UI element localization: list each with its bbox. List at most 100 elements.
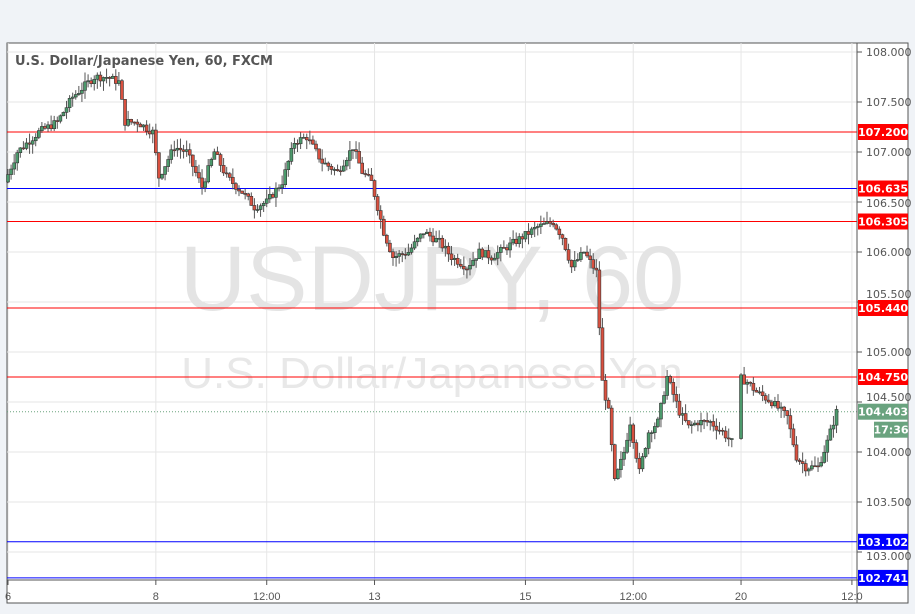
candle-down	[760, 391, 765, 396]
candle-down	[803, 463, 808, 472]
x-tick-label: 12:00	[619, 591, 647, 603]
candle-up	[36, 130, 41, 138]
candle-down	[776, 401, 780, 409]
candle-up	[95, 74, 100, 80]
candle-up	[421, 233, 426, 236]
candle-up	[693, 422, 697, 425]
candle-up	[58, 115, 63, 122]
last-price-label: 104.403	[858, 406, 908, 419]
candle-down	[329, 165, 334, 170]
candle-down	[428, 231, 432, 237]
candle-up	[301, 137, 306, 139]
candle-down	[742, 374, 746, 385]
candle-up	[699, 420, 703, 426]
candle-up	[415, 237, 420, 243]
candle-up	[277, 187, 281, 190]
candle-up	[40, 126, 44, 131]
candle-up	[212, 151, 217, 160]
countdown-label: 17:36	[873, 424, 908, 437]
candle-up	[680, 413, 685, 416]
candle-up	[418, 233, 423, 239]
candle-up	[822, 451, 827, 463]
candle-down	[591, 259, 596, 269]
candle-up	[545, 221, 549, 224]
candle-up	[77, 93, 81, 95]
candle-down	[215, 151, 220, 155]
candle-down	[502, 247, 506, 249]
candle-down	[612, 444, 617, 479]
candle-down	[123, 99, 127, 126]
candle-down	[800, 461, 805, 464]
candle-up	[745, 381, 750, 385]
candle-up	[166, 159, 170, 167]
candle-down	[520, 236, 525, 240]
candle-down	[378, 210, 383, 220]
candle-down	[147, 130, 152, 135]
candle-down	[326, 162, 331, 167]
candle-up	[492, 257, 497, 261]
candle-down	[55, 120, 60, 122]
candle-down	[585, 251, 589, 257]
candle-up	[169, 149, 174, 160]
candle-up	[289, 148, 294, 162]
candle-down	[566, 249, 571, 261]
candle-up	[662, 395, 666, 404]
y-tick-label: 107.000	[866, 146, 912, 159]
candle-down	[311, 139, 315, 145]
candle-down	[560, 234, 565, 239]
candle-down	[194, 166, 198, 173]
candle-down	[369, 174, 374, 181]
y-tick-label: 108.000	[866, 46, 912, 59]
candle-up	[757, 391, 762, 394]
candle-down	[554, 224, 559, 230]
candle-down	[157, 152, 161, 179]
candle-down	[431, 235, 435, 243]
candle-down	[766, 399, 771, 403]
candle-up	[452, 257, 457, 260]
candle-down	[372, 180, 377, 197]
candle-up	[341, 165, 346, 172]
y-tick-label: 104.000	[866, 446, 912, 459]
candle-up	[659, 402, 663, 420]
candle-up	[779, 406, 783, 409]
candle-down	[637, 458, 642, 470]
candle-down	[748, 381, 753, 384]
candle-down	[98, 74, 103, 82]
x-tick-label: 6	[5, 591, 11, 603]
candle-down	[557, 228, 562, 235]
candle-up	[70, 96, 75, 99]
time-axis[interactable]: 6 8 12:00 13 15 12:00 20 12:0	[5, 580, 863, 603]
candle-down	[271, 194, 275, 198]
candle-down	[132, 121, 137, 124]
candle-up	[126, 119, 130, 126]
candle-down	[631, 424, 636, 443]
candle-up	[834, 409, 839, 426]
candle-down	[726, 437, 731, 440]
candle-up	[483, 250, 488, 258]
level-label-box	[858, 124, 908, 140]
candle-down	[107, 77, 112, 79]
candle-down	[234, 183, 238, 190]
level-label: 106.305	[858, 216, 908, 229]
candle-down	[218, 154, 223, 166]
candle-up	[104, 77, 109, 79]
y-tick-label: 103.500	[866, 496, 912, 509]
level-label: 104.750	[858, 371, 908, 384]
candles	[6, 68, 839, 481]
candle-up	[264, 198, 269, 204]
price-axis[interactable]: 108.000 107.500 107.000 106.500 106.000 105.5…	[857, 46, 912, 563]
candle-down	[696, 422, 700, 426]
candle-down	[135, 121, 140, 125]
candle-up	[575, 259, 580, 261]
candle-up	[434, 238, 438, 243]
candle-up	[30, 140, 35, 145]
candle-down	[388, 242, 392, 253]
level-label-box	[858, 300, 908, 316]
candle-down	[391, 251, 395, 258]
candle-down	[181, 149, 186, 152]
candle-up	[535, 226, 540, 228]
candle-up	[101, 77, 106, 82]
candle-up	[67, 98, 72, 109]
candle-down	[400, 253, 405, 255]
